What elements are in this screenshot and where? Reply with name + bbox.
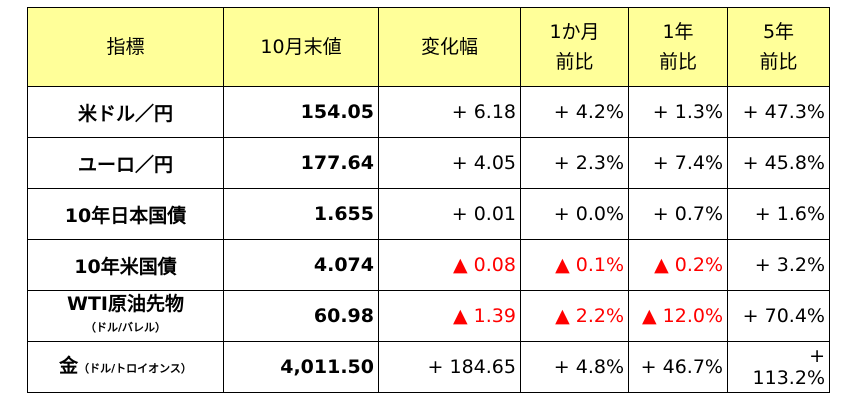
header-cell: 1か月前比 <box>520 7 629 87</box>
value-cell: + 4.8% <box>520 341 629 393</box>
row-label: 10年日本国債 <box>64 204 187 227</box>
value-cell: + 46.7% <box>628 341 728 393</box>
header-line: 1年 <box>662 21 694 43</box>
row-label: WTI原油先物 <box>67 293 184 315</box>
data-row: WTI原油先物 （ドル/バレル） 60.98 ▲ 1.39 ▲ 2.2% ▲ 12.0% +… <box>27 290 830 342</box>
value-cell: + 47.3% <box>727 86 830 138</box>
value-cell: 4.074 <box>223 239 379 291</box>
value-cell: 1.655 <box>223 188 379 240</box>
value-cell: + 1.3% <box>628 86 728 138</box>
header-row: 指標 10月末値 変化幅 1か月 前比 1年 前比 5年 前比 <box>27 7 830 87</box>
header-line: 前比 <box>555 51 594 73</box>
header-line: 1か月 <box>549 21 600 43</box>
header-cell: 変化幅 <box>378 7 521 87</box>
header-line: 5年 <box>762 21 795 43</box>
header-cell: 5年前比 <box>727 7 830 87</box>
value-cell: 60.98 <box>223 290 379 342</box>
value-cell: ▲ 0.08 <box>378 239 521 291</box>
row-label-cell: ユーロ／円 <box>27 137 224 189</box>
value-cell: + 7.4% <box>628 137 728 189</box>
row-note: （ドル/バレル） <box>84 321 167 334</box>
value-cell: ▲ 12.0% <box>628 290 728 342</box>
row-note: （ドル/トロイオンス） <box>78 361 192 375</box>
header-cell: 指標 <box>27 7 224 87</box>
data-row: 米ドル／円 154.05 + 6.18 + 4.2% + 1.3% + 47.3% <box>27 86 830 138</box>
value-cell: + 70.4% <box>727 290 830 342</box>
data-row: 金（ドル/トロイオンス） 4,011.50 + 184.65 + 4.8% + 46.7… <box>27 341 830 393</box>
value-cell: 4,011.50 <box>223 341 379 393</box>
value-cell: + 4.05 <box>378 137 521 189</box>
data-row: 10年日本国債 1.655 + 0.01 + 0.0% + 0.7% + 1.6% <box>27 188 830 240</box>
data-row: 10年米国債 4.074 ▲ 0.08 ▲ 0.1% ▲ 0.2% + 3.2% <box>27 239 830 291</box>
row-label: 金 <box>59 354 79 377</box>
data-row: ユーロ／円 177.64 + 4.05 + 2.3% + 7.4% + 45.8% <box>27 137 830 189</box>
row-label: ユーロ／円 <box>77 153 173 176</box>
value-cell: + 0.01 <box>378 188 521 240</box>
value-cell: + 6.18 <box>378 86 521 138</box>
row-label-cell: 10年日本国債 <box>27 188 224 240</box>
value-cell: + 1.6% <box>727 188 830 240</box>
value-cell: + 3.2% <box>727 239 830 291</box>
row-label-cell: 米ドル／円 <box>27 86 224 138</box>
value-cell: 154.05 <box>223 86 379 138</box>
value-cell: + 0.0% <box>520 188 629 240</box>
header-line: 前比 <box>759 51 798 73</box>
value-cell: + 4.2% <box>520 86 629 138</box>
data-table: 指標 10月末値 変化幅 1か月 前比 1年 前比 5年 前比 米ドル／円 154.05 + 6.1… <box>27 7 830 393</box>
row-label-cell: 金（ドル/トロイオンス） <box>27 341 224 393</box>
row-label-cell: WTI原油先物 （ドル/バレル） <box>27 290 224 342</box>
value-cell: 177.64 <box>223 137 379 189</box>
value-cell: + 45.8% <box>727 137 830 189</box>
header-cell: 1年前比 <box>628 7 728 87</box>
value-cell: + 113.2% <box>727 341 830 393</box>
value-cell: + 184.65 <box>378 341 521 393</box>
value-cell: + 2.3% <box>520 137 629 189</box>
header-cell: 10月末値 <box>223 7 379 87</box>
value-cell: ▲ 1.39 <box>378 290 521 342</box>
value-cell: ▲ 0.1% <box>520 239 629 291</box>
value-cell: ▲ 2.2% <box>520 290 629 342</box>
value-cell: ▲ 0.2% <box>628 239 728 291</box>
value-cell: + 0.7% <box>628 188 728 240</box>
row-label: 米ドル／円 <box>77 102 173 125</box>
header-line: 前比 <box>658 51 697 73</box>
row-label: 10年米国債 <box>74 255 177 278</box>
row-label-cell: 10年米国債 <box>27 239 224 291</box>
